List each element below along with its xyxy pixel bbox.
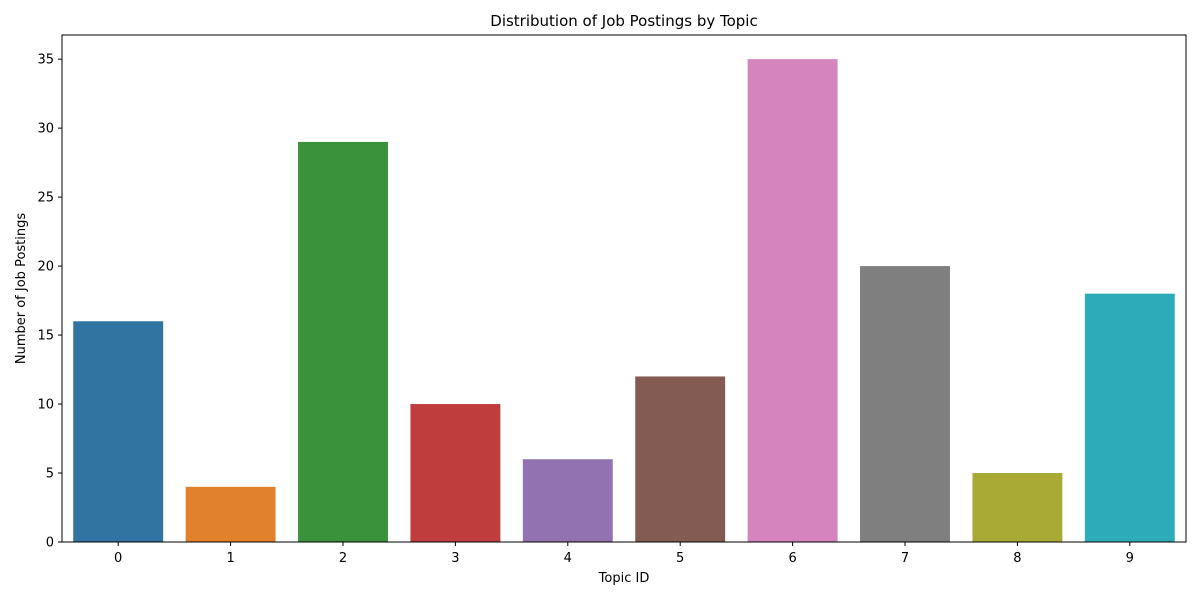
- x-tick-label: 5: [676, 551, 684, 566]
- bar-topic-4: [522, 459, 613, 542]
- bar-topic-5: [635, 376, 726, 542]
- bar-topic-7: [860, 266, 950, 542]
- bar-topic-8: [972, 473, 1063, 542]
- x-axis-label: Topic ID: [598, 571, 650, 586]
- bars-group: [73, 59, 1175, 543]
- y-tick-label: 20: [37, 260, 54, 275]
- bar-topic-9: [1084, 293, 1175, 542]
- x-tick-label: 6: [788, 551, 796, 566]
- y-tick-label: 15: [37, 329, 54, 344]
- bar-topic-3: [410, 404, 501, 542]
- x-tick-label: 0: [114, 551, 122, 566]
- y-tick-label: 35: [37, 53, 54, 68]
- x-tick-label: 2: [339, 551, 347, 566]
- x-tick-label: 7: [901, 551, 909, 566]
- y-tick-label: 25: [37, 191, 54, 206]
- y-tick-label: 0: [46, 536, 54, 551]
- plot-frame: [61, 34, 1187, 543]
- y-tick-label: 5: [46, 467, 54, 482]
- x-tick-label: 9: [1126, 551, 1134, 566]
- bar-topic-2: [298, 141, 388, 543]
- bar-topic-6: [747, 59, 838, 542]
- x-tick-label: 4: [564, 551, 572, 566]
- x-tick-label: 3: [451, 551, 459, 566]
- y-tick-label: 10: [37, 398, 54, 413]
- x-tick-label: 1: [226, 551, 234, 566]
- bar-topic-1: [185, 486, 276, 542]
- y-axis-label: Number of Job Postings: [14, 213, 29, 364]
- y-tick-label: 30: [37, 122, 54, 137]
- y-axis: 0 5 10 15 20 25 30 35: [37, 53, 62, 551]
- chart-title: Distribution of Job Postings by Topic: [490, 12, 757, 30]
- bar-topic-0: [73, 321, 164, 542]
- x-tick-label: 8: [1013, 551, 1021, 566]
- x-axis: 0 1 2 3 4 5 6 7 8 9: [114, 542, 1134, 566]
